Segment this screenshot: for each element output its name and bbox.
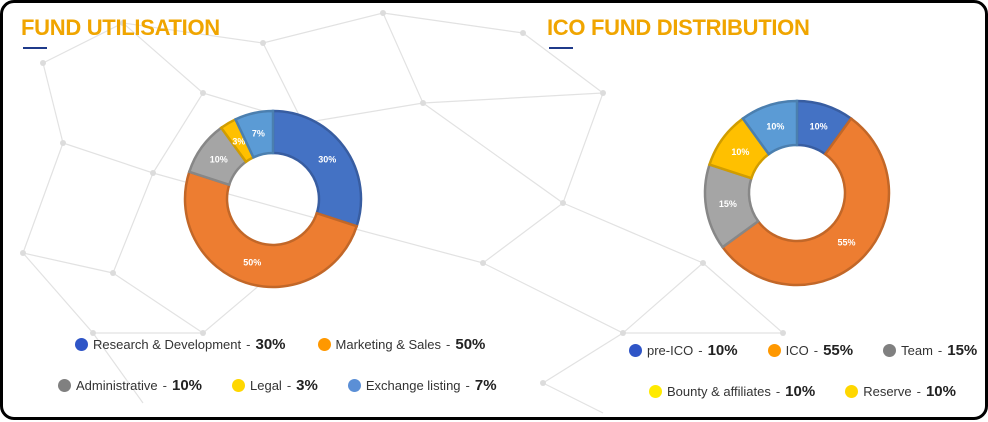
chart-title: FUND UTILISATION xyxy=(21,15,220,40)
legend-item: Exchange listing - 7% xyxy=(347,377,497,394)
legend-swatch xyxy=(232,379,246,392)
legend-separator: - xyxy=(813,343,819,358)
legend-item: ICO - 55% xyxy=(767,342,854,359)
legend-value: 10% xyxy=(785,383,816,400)
legend-label: Reserve xyxy=(863,384,912,399)
donut-slice xyxy=(741,99,799,156)
legend-item: Legal - 3% xyxy=(232,377,318,394)
donut-slice xyxy=(720,116,891,287)
legend-value: 7% xyxy=(474,377,497,394)
legend-item: Bounty & affiliates - 10% xyxy=(649,383,815,400)
legend-label: Team xyxy=(901,343,933,358)
legend-swatch xyxy=(58,379,71,392)
slice-label: 10% xyxy=(810,121,828,131)
legend-value: 55% xyxy=(823,342,854,359)
slice-label: 7% xyxy=(252,129,265,139)
legend-separator: - xyxy=(937,343,943,358)
legend-item: Team - 15% xyxy=(883,342,977,359)
legend-label: ICO xyxy=(785,343,809,358)
legend-swatch xyxy=(347,379,361,392)
legend-item: pre-ICO - 10% xyxy=(629,342,738,359)
title-underline xyxy=(549,47,573,49)
fund-utilisation-panel: FUND UTILISATION 30% 50% 10% 3% 7% Research … xyxy=(3,3,497,417)
slice-label: 50% xyxy=(243,258,261,268)
legend-value: 30% xyxy=(255,336,286,353)
legend-label: Bounty & affiliates xyxy=(667,384,771,399)
ico-fund-distribution-donut: 10% 55% 15% 10% 10% xyxy=(703,99,891,287)
legend-swatch xyxy=(845,385,859,398)
legend-item: Administrative - 10% xyxy=(58,377,202,394)
legend-swatch xyxy=(767,344,781,357)
legend-separator: - xyxy=(162,378,167,393)
ico-fund-distribution-panel: ICO FUND DISTRIBUTION 10% 55% 15% 10% 10% pr… xyxy=(493,3,985,417)
legend-swatch xyxy=(75,338,88,351)
legend-separator: - xyxy=(246,337,251,352)
legend-label: Marketing & Sales xyxy=(335,337,442,352)
fund-utilisation-donut: 30% 50% 10% 3% 7% xyxy=(183,109,363,289)
legend-label: Research & Development xyxy=(93,337,242,352)
slice-label: 55% xyxy=(837,237,855,247)
legend-separator: - xyxy=(916,384,921,399)
donut-slice xyxy=(271,109,363,228)
legend-item: Research & Development - 30% xyxy=(75,336,286,353)
legend-label: Administrative xyxy=(76,378,158,393)
legend-separator: - xyxy=(775,384,781,399)
slice-label: 15% xyxy=(719,199,737,209)
slice-label: 30% xyxy=(318,155,336,165)
donut-slice xyxy=(233,109,275,160)
legend-value: 10% xyxy=(707,342,738,359)
slice-label: 10% xyxy=(731,147,749,157)
legend-swatch xyxy=(649,385,662,398)
network-background xyxy=(20,10,786,414)
legend-separator: - xyxy=(286,378,292,393)
legend-item: Marketing & Sales - 50% xyxy=(317,336,486,353)
chart-title: ICO FUND DISTRIBUTION xyxy=(547,15,810,40)
legend-separator: - xyxy=(698,343,703,358)
legend-value: 10% xyxy=(925,383,956,400)
slice-label: 10% xyxy=(766,121,784,131)
legend-value: 3% xyxy=(296,377,318,394)
title-underline xyxy=(23,47,47,49)
legend-value: 15% xyxy=(947,342,978,359)
slice-label: 3% xyxy=(232,136,245,146)
donut-slice xyxy=(183,170,359,289)
legend-swatch xyxy=(883,344,897,357)
legend-item: Reserve - 10% xyxy=(845,383,956,400)
slice-label: 10% xyxy=(210,155,228,165)
legend-separator: - xyxy=(465,378,470,393)
legend-value: 10% xyxy=(171,377,203,394)
legend-separator: - xyxy=(446,337,451,352)
legend-swatch xyxy=(317,338,331,351)
legend-swatch xyxy=(629,344,642,357)
legend-label: Exchange listing xyxy=(365,378,461,393)
legend-value: 50% xyxy=(455,336,486,353)
legend-label: pre-ICO xyxy=(647,343,694,358)
legend-label: Legal xyxy=(250,378,282,393)
